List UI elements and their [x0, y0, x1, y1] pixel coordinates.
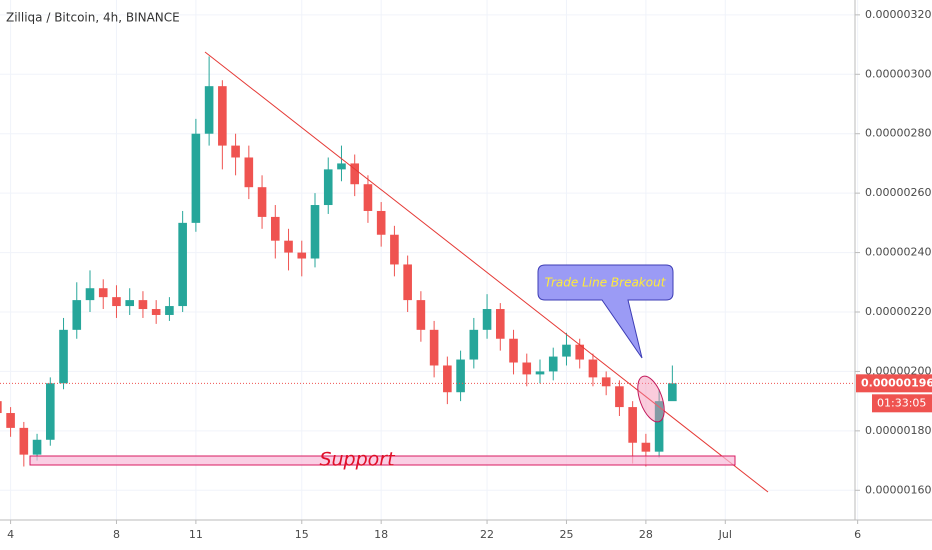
- candle-body: [218, 86, 227, 146]
- candle-body: [601, 377, 611, 387]
- candle-body: [165, 306, 174, 315]
- x-tick-label: 8: [113, 528, 120, 541]
- x-tick-label: 15: [295, 528, 309, 541]
- callout-bubble: [537, 264, 674, 359]
- candle-body: [641, 442, 651, 452]
- candle-body: [45, 383, 55, 440]
- candle-body: [376, 210, 386, 235]
- candle-body: [654, 401, 664, 452]
- candle-body: [151, 309, 161, 315]
- candle-body: [495, 309, 505, 339]
- candle-body: [548, 356, 558, 372]
- candle-body: [535, 371, 545, 375]
- y-tick-label: 0.00000280: [865, 127, 931, 140]
- candle-body: [615, 386, 624, 408]
- candle-body: [231, 145, 240, 158]
- candle-body: [482, 309, 492, 330]
- candle-body: [138, 300, 148, 310]
- candle-body: [310, 205, 320, 259]
- last-price-tag: [856, 374, 932, 393]
- x-tick-label: 28: [639, 528, 653, 541]
- candle-body: [191, 133, 201, 223]
- candle-body: [429, 329, 439, 366]
- y-tick-label: 0.00000260: [865, 186, 931, 199]
- candle-body: [416, 300, 426, 330]
- candle-body: [509, 338, 518, 363]
- trend-line: [204, 51, 769, 493]
- candle-body: [403, 264, 412, 301]
- candle-body: [588, 359, 598, 378]
- candle-body: [125, 300, 135, 307]
- candle-body: [59, 329, 68, 384]
- candle-body: [522, 362, 532, 375]
- candle-body: [668, 383, 677, 402]
- x-tick-label: 6: [854, 528, 861, 541]
- x-tick-label: 18: [374, 528, 388, 541]
- candle-body: [85, 288, 95, 301]
- callout-text: Trade Line Breakout: [545, 276, 667, 290]
- candle-body: [98, 288, 108, 298]
- candle-body: [469, 329, 479, 360]
- candle-body: [456, 359, 465, 393]
- candle-body: [363, 184, 373, 211]
- countdown-label: 01:33:05: [877, 396, 926, 409]
- candle-body: [443, 365, 452, 393]
- x-tick-label: 11: [189, 528, 203, 541]
- last-price-label: 0.00000196: [861, 376, 932, 389]
- candle-body: [628, 407, 637, 443]
- y-tick-label: 0.00000180: [865, 424, 931, 437]
- countdown-tag: [872, 394, 932, 413]
- candle-body: [323, 169, 333, 206]
- candle-body: [270, 216, 280, 241]
- candle-body: [72, 300, 82, 330]
- candle-body: [337, 163, 346, 170]
- candle-body: [32, 439, 42, 455]
- candle-body: [6, 413, 15, 428]
- y-tick-label: 0.00000160: [865, 483, 931, 496]
- y-tick-label: 0.00000240: [865, 246, 931, 259]
- support-zone: [29, 455, 736, 466]
- x-tick-label: 22: [480, 528, 494, 541]
- candle-body: [562, 344, 571, 357]
- support-label: Support: [319, 449, 396, 471]
- x-tick-label: 4: [7, 528, 14, 541]
- candle-body: [19, 427, 29, 455]
- candle-body: [284, 240, 293, 253]
- candle-body: [0, 401, 2, 414]
- y-tick-label: 0.00000300: [865, 67, 931, 80]
- breakout-ellipse: [637, 375, 665, 423]
- candle-body: [390, 234, 399, 265]
- y-tick-label: 0.00000200: [865, 364, 931, 377]
- candle-body: [297, 252, 307, 259]
- x-tick-label: 25: [559, 528, 573, 541]
- candle-body: [204, 86, 214, 134]
- y-tick-label: 0.00000320: [865, 8, 931, 21]
- axes: 0.00000160 0.00000180 0.00000200 0.00000220…: [7, 8, 932, 541]
- candle-body: [350, 163, 360, 185]
- candle-body: [244, 157, 254, 188]
- candle-body: [575, 344, 585, 360]
- candle-body: [257, 187, 267, 217]
- candle-body: [178, 222, 187, 307]
- candle-body: [112, 297, 121, 307]
- y-tick-label: 0.00000220: [865, 305, 931, 318]
- x-tick-label: Jul: [718, 528, 732, 541]
- chart-title: Zilliqa / Bitcoin, 4h, BINANCE: [6, 11, 180, 25]
